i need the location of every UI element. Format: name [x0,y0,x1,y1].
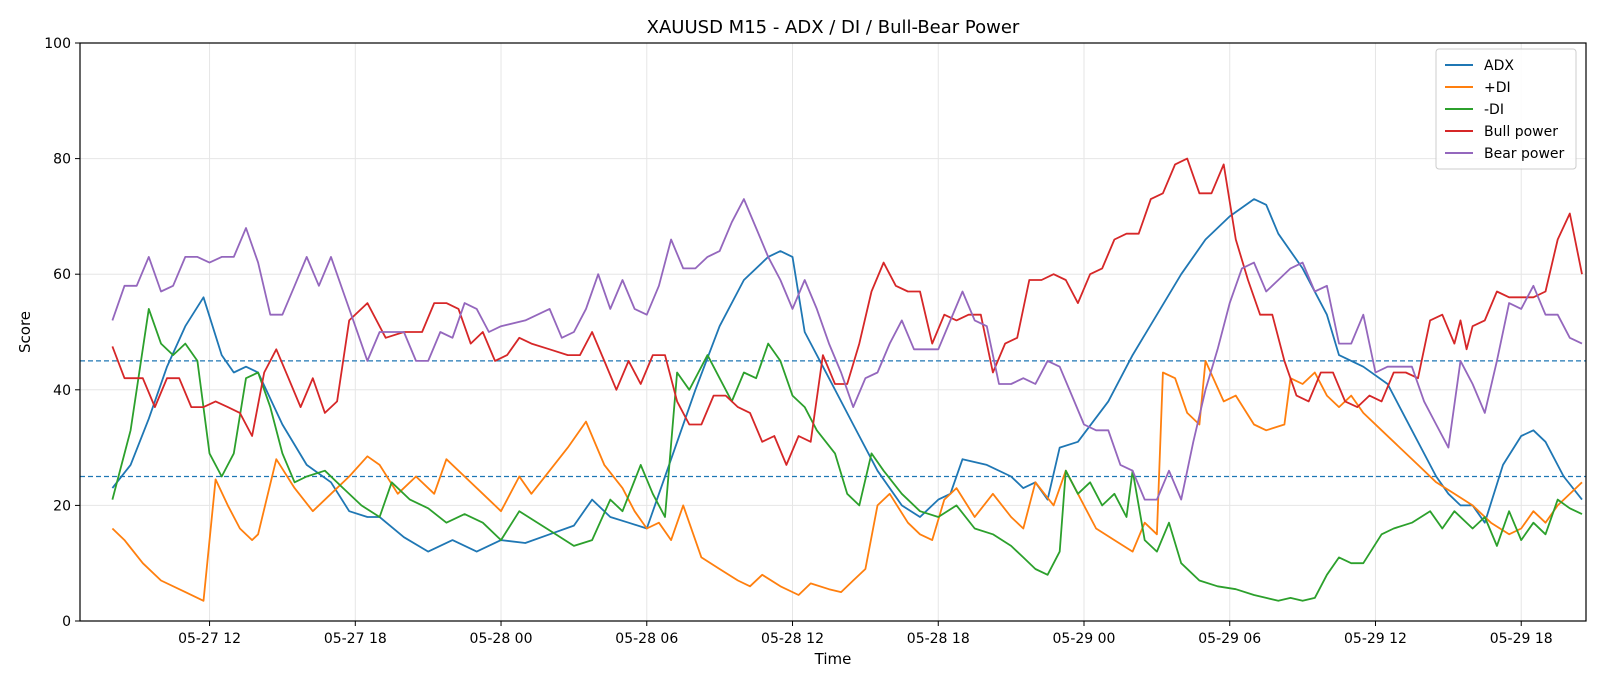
series-layer [111,157,1583,602]
y-tick-label: 80 [53,152,71,168]
y-axis-ticks: 0 20 40 60 80 100 [44,36,80,630]
series-line-adx [111,198,1583,553]
y-tick-label: 60 [53,267,71,283]
series-line-bull-power [111,157,1583,466]
legend-entry-label: Bull power [1484,124,1558,140]
legend-entry-label: -DI [1484,102,1504,118]
legend: ADX +DI -DI Bull power Bear power [1435,48,1577,170]
legend-entry-label: +DI [1484,80,1511,96]
x-tick-label: 05-28 12 [761,631,824,647]
legend-entry-label: ADX [1484,58,1514,74]
x-tick-label: 05-29 12 [1344,631,1407,647]
x-axis-label: Time [814,650,852,668]
x-tick-label: 05-27 12 [178,631,241,647]
series-line-di [111,308,1583,602]
y-tick-label: 40 [53,383,71,399]
y-tick-label: 100 [44,36,71,52]
x-tick-label: 05-29 06 [1198,631,1261,647]
x-axis-ticks: 05-27 12 05-27 18 05-28 00 05-28 06 05-28 12… [178,621,1553,647]
series-line-bear-power [111,198,1583,501]
chart-title: XAUUSD M15 - ADX / DI / Bull-Bear Power [647,17,1020,38]
y-tick-label: 0 [62,614,71,630]
y-axis-label: Score [16,311,34,353]
plot-frame [79,42,1587,622]
legend-box [1435,48,1577,170]
x-tick-label: 05-28 00 [470,631,533,647]
x-tick-label: 05-29 00 [1053,631,1116,647]
x-tick-label: 05-28 06 [615,631,678,647]
x-tick-label: 05-28 18 [907,631,970,647]
legend-entry-label: Bear power [1484,146,1565,162]
x-tick-label: 05-27 18 [324,631,387,647]
y-tick-label: 20 [53,498,71,514]
series-line-di [111,360,1583,602]
x-tick-label: 05-29 18 [1490,631,1553,647]
